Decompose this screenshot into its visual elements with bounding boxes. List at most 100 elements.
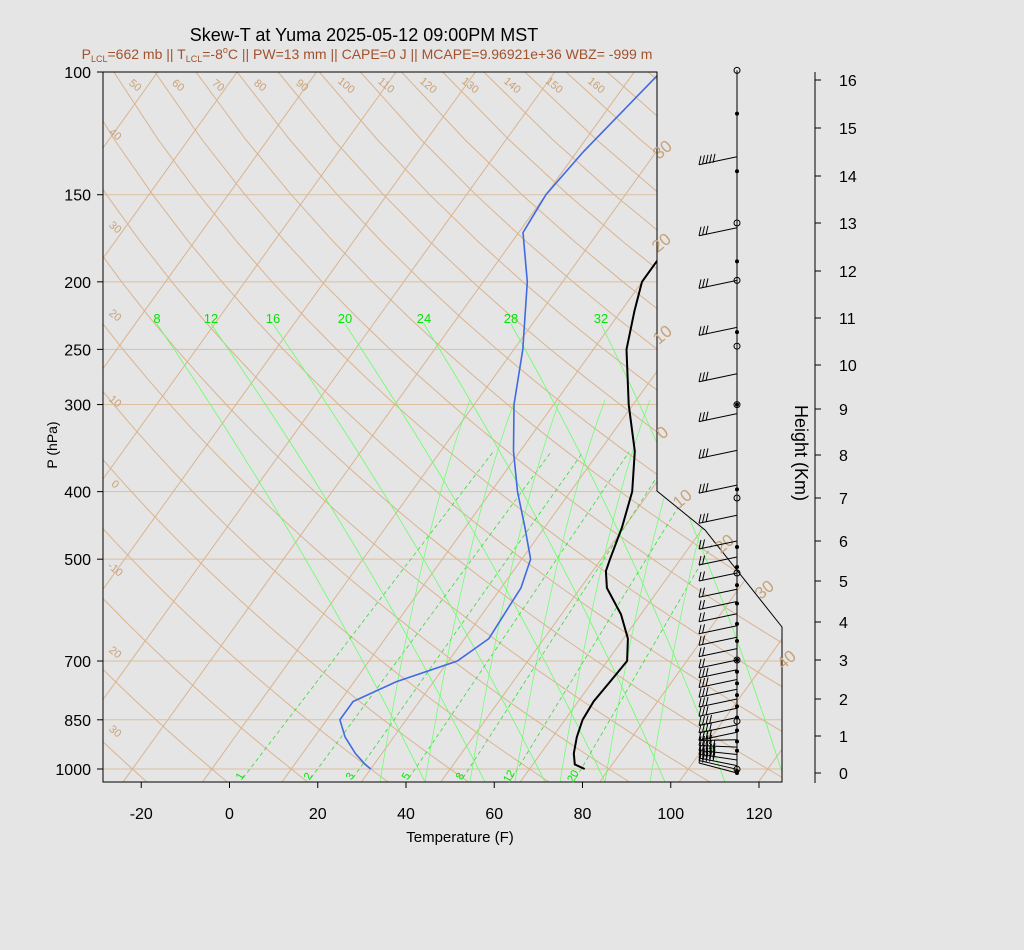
wind-barb-shaft <box>698 707 738 717</box>
wind-barb-feather <box>698 751 702 761</box>
wind-dot <box>735 639 739 643</box>
mixing-ratio-label: 24 <box>417 311 431 326</box>
moist-adiabat-line <box>379 399 471 782</box>
height-tick-label: 8 <box>839 448 848 465</box>
wind-barb-feather <box>712 739 716 749</box>
wind-circle <box>733 717 741 725</box>
wind-barb-feather <box>709 154 712 164</box>
wind-barb-feather <box>705 740 709 750</box>
wind-barb-feather <box>712 153 716 163</box>
wind-barb-feather <box>698 668 702 678</box>
wind-dot <box>735 669 739 674</box>
height-tick-label: 1 <box>839 729 848 746</box>
mixing-ratio-line <box>423 323 666 782</box>
wind-barb-shaft <box>698 613 738 623</box>
mixing-ratio-bottom-label: 5 <box>400 771 413 782</box>
wind-barb-feather <box>698 745 702 755</box>
wind-barb-feather <box>702 226 705 236</box>
height-tick-label: 6 <box>839 534 848 551</box>
wind-dot <box>735 728 739 733</box>
wind-barb-feather <box>705 677 709 687</box>
wind-barb-feather <box>702 677 705 688</box>
wind-barb-feather <box>698 514 702 524</box>
wind-barb-shaft <box>698 227 738 237</box>
wind-dot <box>735 583 739 588</box>
mixing-ratio-bottom-label: 1 <box>234 771 247 782</box>
wind-dot <box>735 621 739 626</box>
wind-barb-feather <box>702 658 705 668</box>
wind-barb-feather <box>698 226 702 236</box>
mixing-ratio-label: 20 <box>338 311 352 326</box>
dry-adiabat-line <box>103 72 230 782</box>
wind-barb-feather <box>698 279 702 289</box>
wind-dot <box>735 402 739 407</box>
chart-title: Skew-T at Yuma 2025-05-12 09:00PM MST <box>190 25 539 45</box>
wind-barb-feather <box>705 706 709 716</box>
isotherm-line <box>917 72 1024 782</box>
wind-barb-shaft <box>698 698 738 708</box>
p-tick-label: 500 <box>64 552 91 569</box>
wind-barb-shaft <box>698 739 738 741</box>
wind-barb-feather <box>702 571 705 581</box>
dry-adiabat-line <box>154 72 782 782</box>
p-tick-label: 300 <box>64 398 91 415</box>
wind-barb-shaft <box>698 688 738 698</box>
dry-adiabat-line <box>318 72 782 782</box>
wind-barb-feather <box>702 513 705 523</box>
mixing-ratio-line <box>156 323 426 782</box>
y-axis-label: P (hPa) <box>44 421 60 468</box>
p-tick-label: 100 <box>64 65 91 82</box>
p-tick-label: 200 <box>64 275 91 292</box>
wind-barb-feather <box>705 482 709 493</box>
wind-dot <box>735 487 739 492</box>
dry-adiabat-line <box>103 72 311 782</box>
wind-barb-shaft <box>698 413 738 423</box>
height-tick-label: 12 <box>839 264 857 281</box>
wind-barb-feather <box>705 371 709 381</box>
wind-barb-feather <box>698 688 702 698</box>
isotherm-line <box>103 72 317 782</box>
wind-barb-shaft <box>698 588 738 598</box>
x-tick-label: 60 <box>485 806 503 823</box>
wind-barb-feather <box>709 722 712 732</box>
wind-barb-feather <box>705 667 709 677</box>
wind-barb-feather <box>698 155 702 165</box>
wind-dot <box>735 748 739 753</box>
wind-barb-feather <box>712 746 716 757</box>
chart-subtitle: PLCL=662 mb || TLCL=-8oC || PW=13 mm || … <box>82 45 653 64</box>
height-tick-label: 16 <box>839 73 857 90</box>
isotherm-line <box>103 72 476 782</box>
wind-barb-shaft <box>698 484 738 494</box>
wind-barb-feather <box>709 734 712 745</box>
wind-barb-feather <box>705 513 709 523</box>
wind-dot <box>735 681 739 686</box>
x-tick-label: -20 <box>130 806 153 823</box>
wind-barb-feather <box>698 326 702 336</box>
wind-barb-feather <box>702 539 705 549</box>
wind-barb-shaft <box>698 636 738 646</box>
wind-barb-feather <box>702 748 705 758</box>
wind-barb-feather <box>702 599 705 610</box>
wind-barb-feather <box>702 483 705 493</box>
wind-circle <box>733 494 741 502</box>
wind-barb-feather <box>709 739 712 750</box>
moist-adiabat-line <box>424 399 516 782</box>
p-tick-label: 400 <box>64 485 91 502</box>
wind-barb-shaft <box>698 514 738 524</box>
mixing-ratio-label: 8 <box>153 311 160 326</box>
wind-barb-feather <box>705 325 709 335</box>
height-tick-label: 13 <box>839 216 857 233</box>
wind-dot <box>735 259 739 264</box>
isotherm-line <box>103 72 397 782</box>
wind-barb-feather <box>698 624 702 634</box>
isotherm-line <box>202 72 715 782</box>
wind-barb-feather <box>705 225 709 235</box>
wind-barb-feather <box>702 587 705 597</box>
wind-barb-feather <box>702 372 705 382</box>
height-tick-label: 2 <box>839 692 848 709</box>
wind-barb-feather <box>702 646 705 657</box>
mixing-ratio-label: 12 <box>204 311 218 326</box>
wind-barb-feather <box>702 555 705 565</box>
wind-barb-feather <box>705 448 709 458</box>
